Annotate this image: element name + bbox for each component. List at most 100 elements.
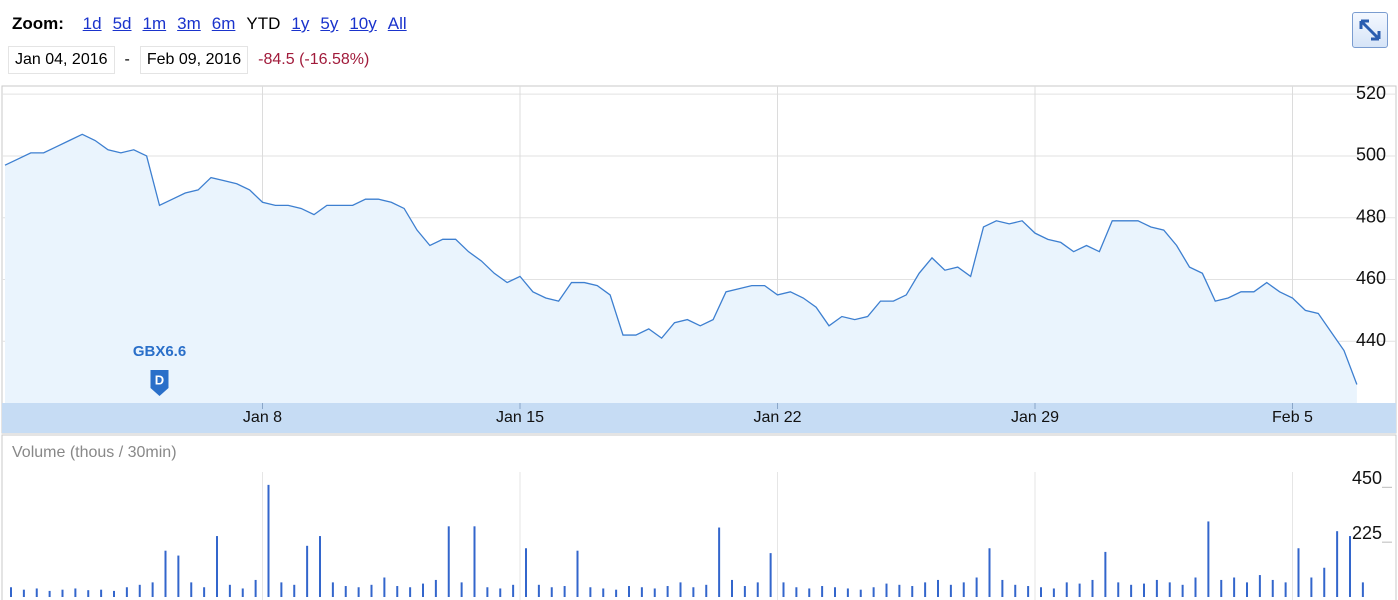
volume-bar xyxy=(1168,582,1171,597)
volume-bar xyxy=(473,526,476,597)
volume-bar xyxy=(203,587,206,597)
end-date[interactable]: Feb 09, 2016 xyxy=(139,46,249,74)
volume-bar xyxy=(1297,548,1300,597)
volume-bar xyxy=(756,582,759,597)
volume-bar xyxy=(1143,583,1145,597)
zoom-option[interactable]: 6m xyxy=(211,14,236,33)
volume-bar xyxy=(679,582,682,597)
volume-bar xyxy=(10,587,12,597)
volume-bar xyxy=(1284,582,1287,597)
volume-bar xyxy=(924,582,927,597)
x-tick-label: Jan 8 xyxy=(243,409,282,426)
volume-bar xyxy=(846,588,849,597)
zoom-option[interactable]: 1d xyxy=(82,14,102,33)
volume-bar xyxy=(241,588,244,597)
volume-bar xyxy=(550,587,553,597)
volume-bar xyxy=(1361,582,1364,597)
volume-bar xyxy=(1258,575,1261,597)
expand-button[interactable] xyxy=(1352,12,1388,48)
volume-bar xyxy=(306,545,309,597)
y-tick-label: 520 xyxy=(1356,83,1386,103)
zoom-option[interactable]: 1m xyxy=(142,14,167,33)
volume-bar xyxy=(808,588,811,597)
price-area xyxy=(5,134,1357,403)
volume-bar xyxy=(100,589,103,597)
volume-bar xyxy=(331,582,334,597)
volume-bar xyxy=(370,584,373,597)
zoom-option[interactable]: 1y xyxy=(291,14,310,33)
zoom-option: YTD xyxy=(246,14,281,33)
range-separator: - xyxy=(124,51,130,68)
volume-bar xyxy=(988,548,991,597)
volume-bar xyxy=(1349,536,1351,597)
volume-bar xyxy=(666,586,669,597)
volume-bar xyxy=(499,588,502,597)
volume-bar xyxy=(512,584,515,597)
volume-bar xyxy=(731,579,733,597)
volume-bar xyxy=(164,550,167,597)
volume-bar xyxy=(1104,551,1107,597)
volume-bar xyxy=(344,586,347,597)
volume-bar xyxy=(1027,586,1030,597)
volume-bar xyxy=(537,584,540,597)
zoom-option[interactable]: 3m xyxy=(177,14,201,33)
volume-bar xyxy=(190,582,193,597)
y-tick-label: 480 xyxy=(1356,206,1386,226)
volume-bar xyxy=(1271,579,1274,597)
volume-bar xyxy=(615,589,618,597)
volume-bar xyxy=(267,484,270,597)
volume-bar xyxy=(1207,521,1210,597)
volume-bar xyxy=(949,584,952,597)
volume-bar xyxy=(1310,577,1313,597)
volume-bar xyxy=(1233,577,1236,597)
annotation-label: GBX6.6 xyxy=(133,343,186,360)
start-date[interactable]: Jan 04, 2016 xyxy=(8,46,115,74)
zoom-toolbar: Zoom: 1d 5d 1m 3m 6m YTD 1y 5y 10y All xyxy=(12,14,418,34)
zoom-option[interactable]: All xyxy=(387,14,407,33)
volume-bar xyxy=(319,536,321,597)
volume-bar xyxy=(834,587,836,597)
volume-bar xyxy=(434,579,437,597)
zoom-label: Zoom: xyxy=(12,14,64,33)
volume-bar xyxy=(383,577,386,597)
volume-bar xyxy=(396,586,399,597)
volume-bar xyxy=(228,584,231,597)
volume-bar xyxy=(705,584,708,597)
volume-bar xyxy=(885,583,888,597)
volume-bar xyxy=(692,587,695,597)
zoom-option[interactable]: 5y xyxy=(320,14,339,33)
x-tick-label: Jan 15 xyxy=(496,409,544,426)
volume-bar xyxy=(74,588,77,597)
volume-bar xyxy=(87,590,90,597)
volume-bar xyxy=(1155,579,1158,597)
volume-bar xyxy=(1091,579,1094,597)
volume-bar xyxy=(1052,588,1055,597)
volume-bar xyxy=(563,586,566,597)
y-tick-label: 225 xyxy=(1352,523,1382,543)
volume-title: Volume (thous / 30min) xyxy=(12,444,177,461)
volume-bar xyxy=(1130,584,1133,597)
volume-bar xyxy=(1065,582,1068,597)
volume-bar xyxy=(859,589,862,597)
volume-bar xyxy=(718,527,721,597)
x-tick-label: Jan 29 xyxy=(1011,409,1059,426)
volume-bar xyxy=(653,588,656,597)
volume-bar xyxy=(576,550,579,597)
volume-bar xyxy=(357,587,360,597)
volume-bar xyxy=(1336,531,1339,597)
volume-bar xyxy=(821,586,824,597)
volume-bar xyxy=(216,536,218,597)
volume-bar xyxy=(640,587,643,597)
annotation-flag xyxy=(150,370,169,396)
volume-bar xyxy=(1117,582,1120,597)
volume-bar xyxy=(138,584,141,597)
expand-icon xyxy=(1359,19,1381,41)
volume-bar xyxy=(1194,577,1197,597)
zoom-option[interactable]: 5d xyxy=(112,14,132,33)
volume-bar xyxy=(254,579,257,597)
zoom-option[interactable]: 10y xyxy=(349,14,377,33)
date-range: Jan 04, 2016 - Feb 09, 2016 -84.5 (-16.5… xyxy=(8,46,369,74)
volume-bar xyxy=(280,582,283,597)
